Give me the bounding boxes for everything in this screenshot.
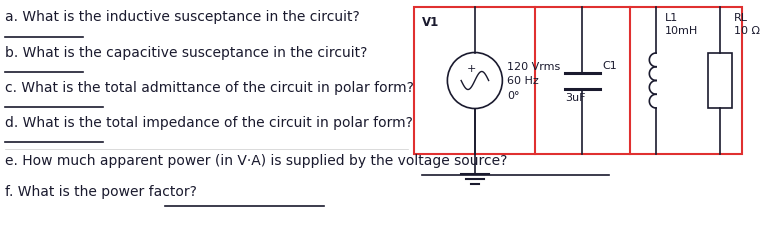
Bar xyxy=(708,54,732,109)
Text: b. What is the capacitive susceptance in the circuit?: b. What is the capacitive susceptance in… xyxy=(5,46,367,60)
Text: f. What is the power factor?: f. What is the power factor? xyxy=(5,184,197,198)
Text: +: + xyxy=(467,64,477,74)
Text: d. What is the total impedance of the circuit in polar form?: d. What is the total impedance of the ci… xyxy=(5,116,413,129)
Text: L1: L1 xyxy=(665,13,678,23)
Text: e. How much apparent power (in V·A) is supplied by the voltage source?: e. How much apparent power (in V·A) is s… xyxy=(5,153,507,167)
Text: V1: V1 xyxy=(423,16,439,29)
Text: 3uF: 3uF xyxy=(565,93,585,103)
Text: c. What is the total admittance of the circuit in polar form?: c. What is the total admittance of the c… xyxy=(5,81,414,94)
Text: a. What is the inductive susceptance in the circuit?: a. What is the inductive susceptance in … xyxy=(5,10,359,24)
Text: C1: C1 xyxy=(602,61,617,71)
Bar xyxy=(414,8,742,154)
Text: 0°: 0° xyxy=(507,91,520,101)
Text: RL: RL xyxy=(734,13,748,23)
Text: 120 Vrms: 120 Vrms xyxy=(507,61,561,71)
Text: 10 Ω: 10 Ω xyxy=(734,26,760,36)
Text: 60 Hz: 60 Hz xyxy=(507,76,539,86)
Text: 10mH: 10mH xyxy=(665,26,698,36)
